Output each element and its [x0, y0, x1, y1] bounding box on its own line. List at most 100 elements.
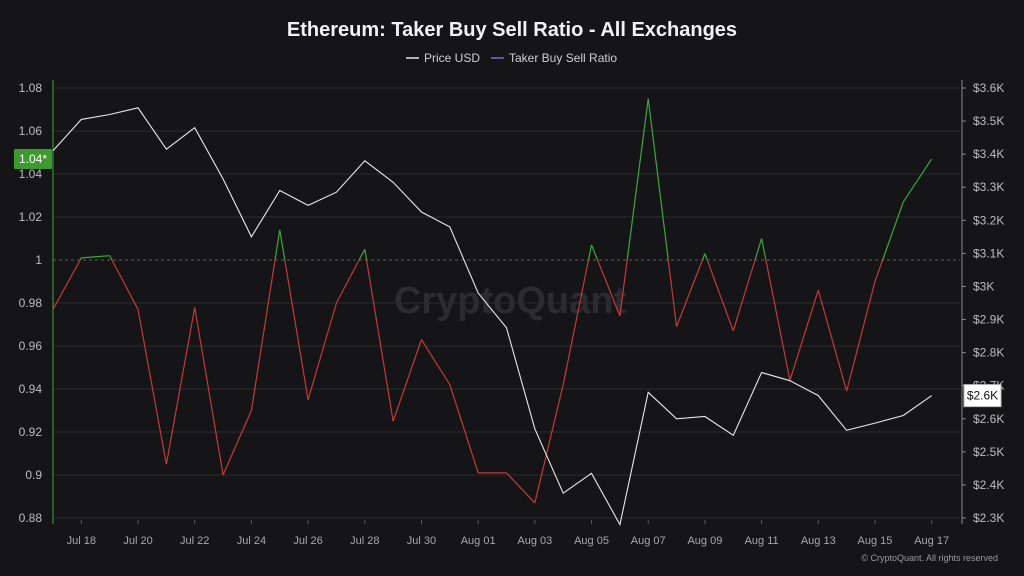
copyright-text: © CryptoQuant. All rights reserved	[861, 553, 998, 563]
right-tick-label: $2.6K	[973, 412, 1004, 426]
ratio-segment	[194, 307, 224, 476]
price-series	[52, 107, 933, 527]
ratio-segment	[250, 259, 276, 411]
x-tick-label: Jul 26	[293, 535, 322, 547]
ratio-segment	[874, 259, 884, 282]
x-tick-label: Jul 22	[180, 535, 209, 547]
left-last-value-label: 1.04*	[19, 152, 47, 166]
left-tick-label: 1.02	[19, 210, 43, 224]
left-tick-label: 1	[35, 253, 42, 267]
x-tick-label: Aug 05	[574, 535, 609, 547]
right-tick-label: $3.3K	[973, 180, 1004, 194]
ratio-segment	[79, 257, 82, 261]
x-tick-label: Aug 17	[914, 535, 949, 547]
ratio-segment	[222, 410, 252, 476]
ratio-segment	[761, 238, 767, 261]
left-last-value-box	[14, 148, 52, 169]
ratio-segment	[701, 253, 706, 261]
left-tick-label: 0.88	[19, 511, 43, 525]
ratio-segment	[307, 302, 338, 400]
right-tick-label: $3.5K	[973, 114, 1004, 128]
right-axis: $2.3K$2.4K$2.5K$2.6K$2.7K$2.8K$2.9K$3K$3…	[961, 80, 1004, 525]
ratio-segment	[392, 339, 423, 422]
ratio-segment	[732, 259, 756, 332]
legend-price-label[interactable]: Price USD	[424, 51, 480, 65]
x-tick-label: Aug 09	[687, 535, 722, 547]
ratio-segment	[846, 281, 876, 392]
ratio-segment	[165, 307, 196, 465]
ratio-segment	[111, 259, 139, 310]
watermark: CryptoQuant	[394, 280, 627, 322]
ratio-segment	[619, 259, 628, 316]
ratio-segment	[902, 158, 933, 203]
ratio-segment	[364, 249, 368, 261]
grid	[53, 87, 960, 519]
x-tick-label: Aug 03	[517, 535, 552, 547]
ratio-segment	[676, 259, 703, 327]
legend[interactable]: Price USD Taker Buy Sell Ratio	[406, 51, 617, 65]
ratio-segment	[562, 259, 590, 385]
left-tick-label: 1.04	[19, 167, 43, 181]
ratio-segment	[667, 259, 678, 327]
ratio-segment	[817, 289, 848, 392]
x-tick-label: Jul 24	[237, 535, 266, 547]
ratio-segment	[284, 259, 309, 400]
ratio-segment	[81, 255, 110, 259]
ratio-segment	[704, 253, 708, 261]
ratio-series	[52, 98, 933, 504]
price-line	[52, 107, 933, 527]
ratio-segment	[109, 255, 113, 261]
left-tick-label: 0.98	[19, 296, 43, 310]
x-tick-label: Jul 28	[350, 535, 379, 547]
ratio-segment	[358, 248, 366, 261]
x-tick-label: Jul 30	[407, 535, 436, 547]
right-last-value-box	[963, 384, 1002, 408]
left-tick-label: 0.96	[19, 339, 43, 353]
ratio-segment	[789, 289, 819, 381]
ratio-segment	[137, 309, 167, 465]
ratio-segment	[335, 259, 360, 304]
legend-ratio-label[interactable]: Taker Buy Sell Ratio	[509, 51, 617, 65]
left-tick-label: 1.08	[19, 81, 43, 95]
ratio-segment	[754, 238, 763, 261]
ratio-segment	[279, 229, 286, 261]
chart-title: Ethereum: Taker Buy Sell Ratio - All Exc…	[287, 19, 737, 41]
right-tick-label: $3.2K	[973, 213, 1004, 227]
ratio-segment	[506, 472, 536, 504]
ratio-segment	[365, 259, 394, 422]
right-tick-label: $2.5K	[973, 445, 1004, 459]
right-last-value-label: $2.6K	[967, 389, 998, 403]
right-tick-label: $3.1K	[973, 246, 1004, 260]
right-tick-label: $3.4K	[973, 147, 1004, 161]
ratio-segment	[274, 229, 281, 261]
right-tick-label: $3.6K	[973, 81, 1004, 95]
right-tick-label: $2.4K	[973, 478, 1004, 492]
left-tick-label: 1.06	[19, 124, 43, 138]
ratio-segment	[765, 259, 791, 381]
ratio-segment	[706, 259, 734, 332]
left-tick-label: 0.94	[19, 382, 43, 396]
right-tick-label: $2.3K	[973, 511, 1004, 525]
left-tick-label: 0.92	[19, 425, 43, 439]
x-tick-label: Jul 20	[123, 535, 152, 547]
x-tick-label: Aug 07	[631, 535, 666, 547]
ratio-segment	[882, 201, 904, 261]
x-tick-label: Jul 18	[67, 535, 96, 547]
ratio-segment	[626, 98, 649, 261]
last-value-markers: 1.04* $2.6K	[14, 148, 1002, 408]
right-tick-label: $3K	[973, 279, 994, 293]
x-axis: Jul 18 Jul 20 Jul 22 Jul 24 Jul 26 Jul 28 Jul …	[67, 520, 949, 547]
ratio-segment	[647, 98, 669, 261]
x-tick-label: Aug 15	[858, 535, 893, 547]
ratio-segment	[590, 244, 599, 261]
left-tick-label: 0.9	[25, 468, 42, 482]
ratio-segment	[449, 384, 479, 474]
right-tick-label: $2.8K	[973, 346, 1004, 360]
ratio-segment	[420, 339, 451, 386]
ratio-segment	[596, 259, 621, 317]
ratio-segment	[587, 244, 593, 261]
left-axis: 0.88 0.9 0.92 0.94 0.96 0.98 1 1.02 1.04 1.06 1.08	[19, 80, 54, 525]
x-tick-label: Aug 11	[745, 535, 779, 547]
ratio-segment	[534, 384, 564, 504]
